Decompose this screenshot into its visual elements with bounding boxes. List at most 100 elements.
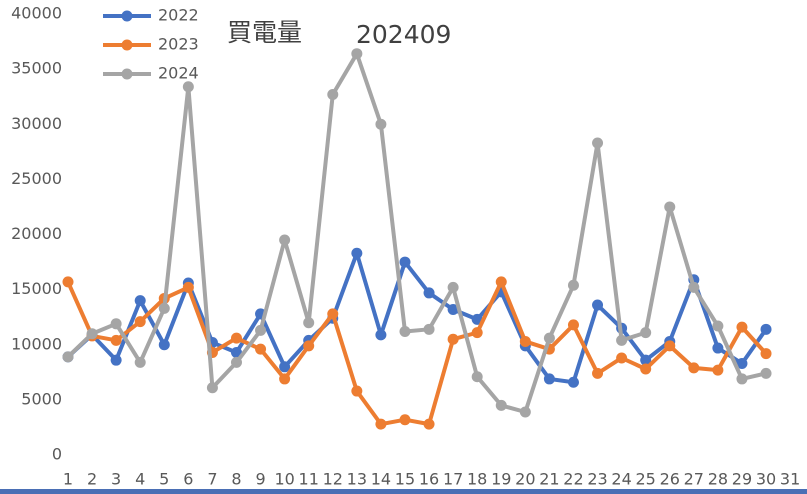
x-tick-label: 1 (63, 470, 73, 489)
data-point (688, 281, 700, 293)
data-point (519, 406, 531, 418)
data-point (592, 137, 604, 149)
legend-label: 2024 (158, 64, 199, 83)
screen-edge (0, 489, 807, 494)
x-tick-label: 29 (732, 470, 752, 489)
chart-title: 買電量 (227, 18, 302, 47)
data-point (760, 367, 772, 379)
data-point (375, 329, 387, 341)
data-point (471, 313, 483, 325)
x-tick-label: 7 (207, 470, 217, 489)
data-point (255, 343, 267, 355)
data-point (255, 324, 267, 336)
x-tick-label: 8 (231, 470, 241, 489)
x-tick-label: 28 (708, 470, 728, 489)
data-point (423, 418, 435, 430)
data-point (351, 48, 363, 60)
data-point (712, 320, 724, 332)
data-point (62, 276, 74, 288)
series-line (66, 51, 767, 415)
y-tick-label: 35000 (11, 59, 62, 78)
x-tick-label: 6 (183, 470, 193, 489)
x-tick-label: 15 (395, 470, 415, 489)
data-point (182, 281, 194, 293)
legend-marker (121, 10, 133, 22)
y-tick-label: 25000 (11, 169, 62, 188)
x-tick-label: 21 (539, 470, 559, 489)
data-point (375, 418, 387, 430)
x-tick-label: 25 (636, 470, 656, 489)
data-point (519, 335, 531, 347)
data-point (303, 317, 315, 329)
x-tick-label: 30 (756, 470, 776, 489)
x-tick-label: 4 (135, 470, 145, 489)
data-point (134, 356, 146, 368)
x-tick-label: 18 (467, 470, 487, 489)
data-point (399, 256, 411, 268)
x-tick-label: 31 (780, 470, 800, 489)
data-point (664, 340, 676, 352)
data-point (688, 362, 700, 374)
x-tick-label: 24 (611, 470, 631, 489)
y-tick-label: 20000 (11, 224, 62, 243)
x-tick-label: 17 (443, 470, 463, 489)
x-tick-label: 10 (274, 470, 294, 489)
data-point (760, 323, 772, 335)
data-point (712, 342, 724, 354)
data-point (327, 88, 339, 100)
data-point (423, 323, 435, 335)
data-point (110, 334, 122, 346)
data-point (640, 363, 652, 375)
data-point (399, 414, 411, 426)
data-point (230, 356, 242, 368)
data-point (279, 234, 291, 246)
x-tick-label: 26 (660, 470, 680, 489)
data-point (736, 357, 748, 369)
data-point (447, 281, 459, 293)
data-point (447, 333, 459, 345)
data-point (62, 351, 74, 363)
data-point (640, 327, 652, 339)
y-tick-label: 15000 (11, 279, 62, 298)
data-point (567, 319, 579, 331)
legend-marker (121, 39, 133, 51)
x-tick-label: 22 (563, 470, 583, 489)
legend-label: 2022 (158, 6, 199, 25)
x-tick-label: 11 (299, 470, 319, 489)
data-point (182, 81, 194, 93)
data-point (495, 399, 507, 411)
data-point (423, 287, 435, 299)
data-point (664, 201, 676, 213)
y-tick-label: 5000 (21, 389, 62, 408)
x-tick-label: 13 (347, 470, 367, 489)
y-tick-label: 30000 (11, 114, 62, 133)
data-point (206, 382, 218, 394)
x-tick-label: 23 (587, 470, 607, 489)
x-tick-label: 5 (159, 470, 169, 489)
chart-subtitle: 202409 (356, 20, 451, 49)
legend-marker (121, 68, 133, 80)
legend-label: 2023 (158, 35, 199, 54)
data-point (616, 352, 628, 364)
data-point (712, 364, 724, 376)
data-point (279, 373, 291, 385)
x-tick-label: 9 (255, 470, 265, 489)
data-point (592, 367, 604, 379)
data-point (567, 376, 579, 388)
data-point (592, 299, 604, 311)
data-point (471, 371, 483, 383)
data-point (230, 332, 242, 344)
data-point (158, 302, 170, 314)
data-point (375, 118, 387, 130)
x-tick-label: 19 (491, 470, 511, 489)
data-point (351, 247, 363, 259)
data-point (543, 373, 555, 385)
data-point (736, 373, 748, 385)
data-point (351, 385, 363, 397)
y-tick-label: 40000 (11, 4, 62, 23)
data-point (447, 303, 459, 315)
data-point (134, 316, 146, 328)
data-point (158, 339, 170, 351)
